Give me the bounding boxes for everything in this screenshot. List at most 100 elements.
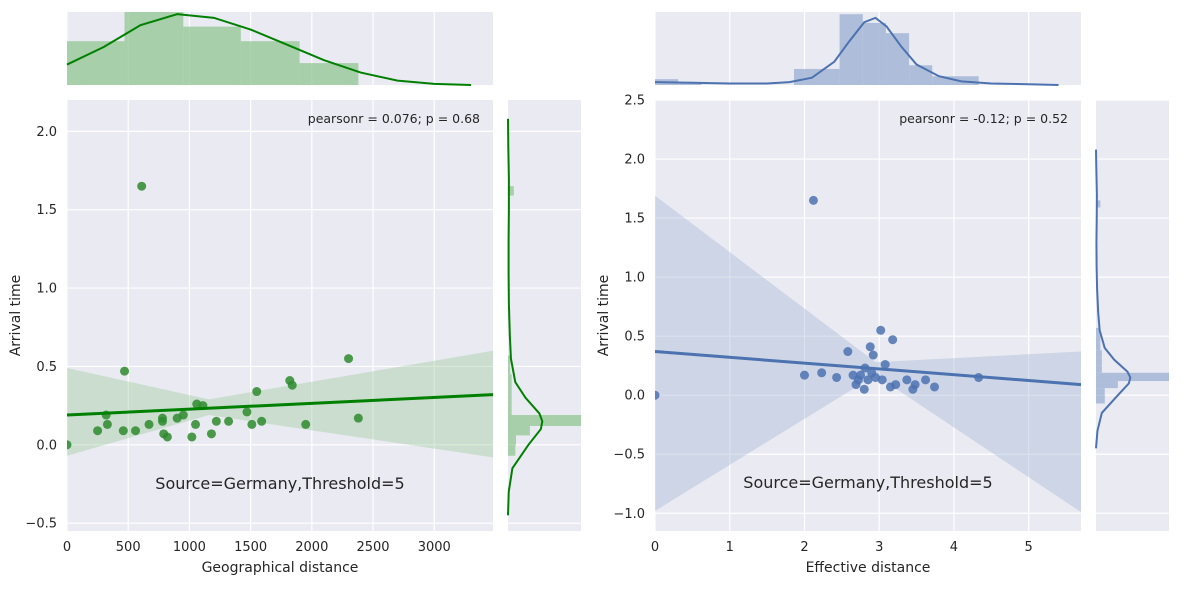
data-point bbox=[118, 426, 128, 436]
top-hist-bar bbox=[678, 83, 702, 85]
data-point bbox=[877, 375, 887, 385]
data-point bbox=[865, 342, 875, 352]
top-hist-bar bbox=[794, 68, 840, 85]
data-point bbox=[301, 419, 311, 429]
right-hist-bar bbox=[508, 444, 516, 456]
top-hist-bar bbox=[299, 63, 359, 85]
x-tick-label: 500 bbox=[116, 540, 141, 555]
data-point bbox=[257, 416, 267, 426]
data-point bbox=[344, 354, 354, 364]
data-point bbox=[843, 347, 853, 357]
top-hist-bar bbox=[240, 41, 300, 85]
data-point bbox=[247, 419, 257, 429]
jointplot-2: 0 1 2 3 4 5 −1.0 −0.5 0.0 0.5 1.0 1.5 2.0 2.5 Effectiv… bbox=[596, 12, 1169, 576]
plot-label: Source=Germany,Threshold=5 bbox=[743, 473, 992, 492]
y-tick-label: 0.0 bbox=[36, 438, 57, 453]
right-hist-bar bbox=[508, 394, 512, 406]
right-marginal-area bbox=[1096, 100, 1169, 531]
right-hist-bar bbox=[508, 405, 512, 416]
plot-label: Source=Germany,Threshold=5 bbox=[155, 474, 404, 493]
right-hist-bar bbox=[1096, 334, 1101, 343]
right-hist-bar bbox=[508, 415, 581, 426]
right-hist-bar bbox=[1096, 395, 1105, 404]
y-tick-label: 0.5 bbox=[36, 360, 57, 375]
confidence-band bbox=[655, 195, 1081, 513]
data-point bbox=[224, 416, 234, 426]
data-point bbox=[187, 432, 197, 442]
x-tick-label: 0 bbox=[651, 540, 659, 555]
x-tick-label: 3000 bbox=[418, 540, 451, 555]
x-tick-label: 3 bbox=[875, 540, 883, 555]
data-point bbox=[93, 426, 103, 436]
main-plot-area bbox=[655, 100, 1081, 531]
data-point bbox=[67, 440, 72, 450]
right-hist-bar bbox=[508, 186, 514, 196]
right-hist-bar bbox=[508, 385, 512, 395]
right-marginal-area bbox=[508, 100, 581, 531]
y-tick-label: −0.5 bbox=[25, 517, 57, 532]
data-point bbox=[252, 387, 262, 397]
top-hist-bar bbox=[909, 65, 933, 85]
data-point bbox=[902, 375, 912, 385]
data-point bbox=[157, 416, 167, 426]
data-point bbox=[930, 382, 940, 392]
right-hist-bar bbox=[1096, 365, 1102, 373]
right-hist-bar bbox=[1096, 327, 1101, 335]
data-point bbox=[910, 380, 920, 390]
pearson-annotation: pearsonr = 0.076; p = 0.68 bbox=[308, 111, 480, 126]
regression-line bbox=[67, 393, 493, 417]
right-hist-bar bbox=[508, 374, 512, 386]
plot-content bbox=[67, 181, 493, 458]
data-point bbox=[880, 360, 890, 370]
data-point bbox=[888, 335, 898, 345]
data-point bbox=[891, 380, 901, 390]
x-tick-label: 4 bbox=[950, 540, 958, 555]
data-point bbox=[832, 372, 842, 382]
right-kde-curve bbox=[1095, 149, 1132, 449]
right-hist-bar bbox=[1096, 357, 1102, 366]
data-point bbox=[102, 419, 112, 429]
right-hist-bar bbox=[508, 425, 530, 436]
data-point bbox=[137, 181, 147, 191]
x-tick-label: 2500 bbox=[356, 540, 389, 555]
x-tick-label: 2 bbox=[800, 540, 808, 555]
top-hist-bar bbox=[862, 22, 886, 85]
y-tick-label: 2.0 bbox=[624, 153, 645, 168]
x-tick-label: 5 bbox=[1025, 540, 1033, 555]
x-tick-label: 0 bbox=[63, 540, 71, 555]
data-point bbox=[856, 370, 866, 380]
x-tick-label: 1500 bbox=[234, 540, 267, 555]
right-hist-bar bbox=[508, 364, 511, 375]
data-point bbox=[178, 410, 188, 420]
data-point bbox=[863, 375, 873, 385]
right-hist-bar bbox=[1096, 342, 1101, 351]
y-axis-label: Arrival time bbox=[8, 275, 24, 357]
data-point bbox=[211, 416, 221, 426]
top-hist-bar bbox=[885, 33, 910, 85]
right-hist-bar bbox=[508, 355, 511, 365]
main-plot-area bbox=[67, 100, 493, 531]
y-tick-label: 2.5 bbox=[624, 94, 645, 109]
y-tick-label: 0.5 bbox=[624, 330, 645, 345]
y-tick-label: 1.0 bbox=[36, 282, 57, 297]
data-point bbox=[144, 419, 154, 429]
plot-content bbox=[655, 195, 1081, 513]
right-hist-bar bbox=[1096, 350, 1102, 358]
jointplot-1: 0 500 1000 1500 2000 2500 3000 −0.5 0.0 0.5 1.0 1.5… bbox=[8, 12, 581, 576]
data-point bbox=[120, 366, 130, 376]
y-tick-label: 1.5 bbox=[36, 203, 57, 218]
x-tick-label: 2000 bbox=[295, 540, 328, 555]
regression-line bbox=[655, 350, 1081, 387]
data-point bbox=[876, 325, 886, 335]
data-point bbox=[655, 390, 660, 400]
right-hist-bar bbox=[1096, 372, 1169, 382]
data-point bbox=[242, 407, 252, 417]
data-point bbox=[859, 384, 869, 394]
x-axis-label: Geographical distance bbox=[202, 560, 359, 576]
right-hist-bar bbox=[508, 435, 517, 445]
top-kde-curve bbox=[654, 16, 1059, 86]
top-kde-curve bbox=[66, 13, 471, 86]
y-tick-label: −0.5 bbox=[613, 448, 645, 463]
data-point bbox=[353, 413, 363, 423]
